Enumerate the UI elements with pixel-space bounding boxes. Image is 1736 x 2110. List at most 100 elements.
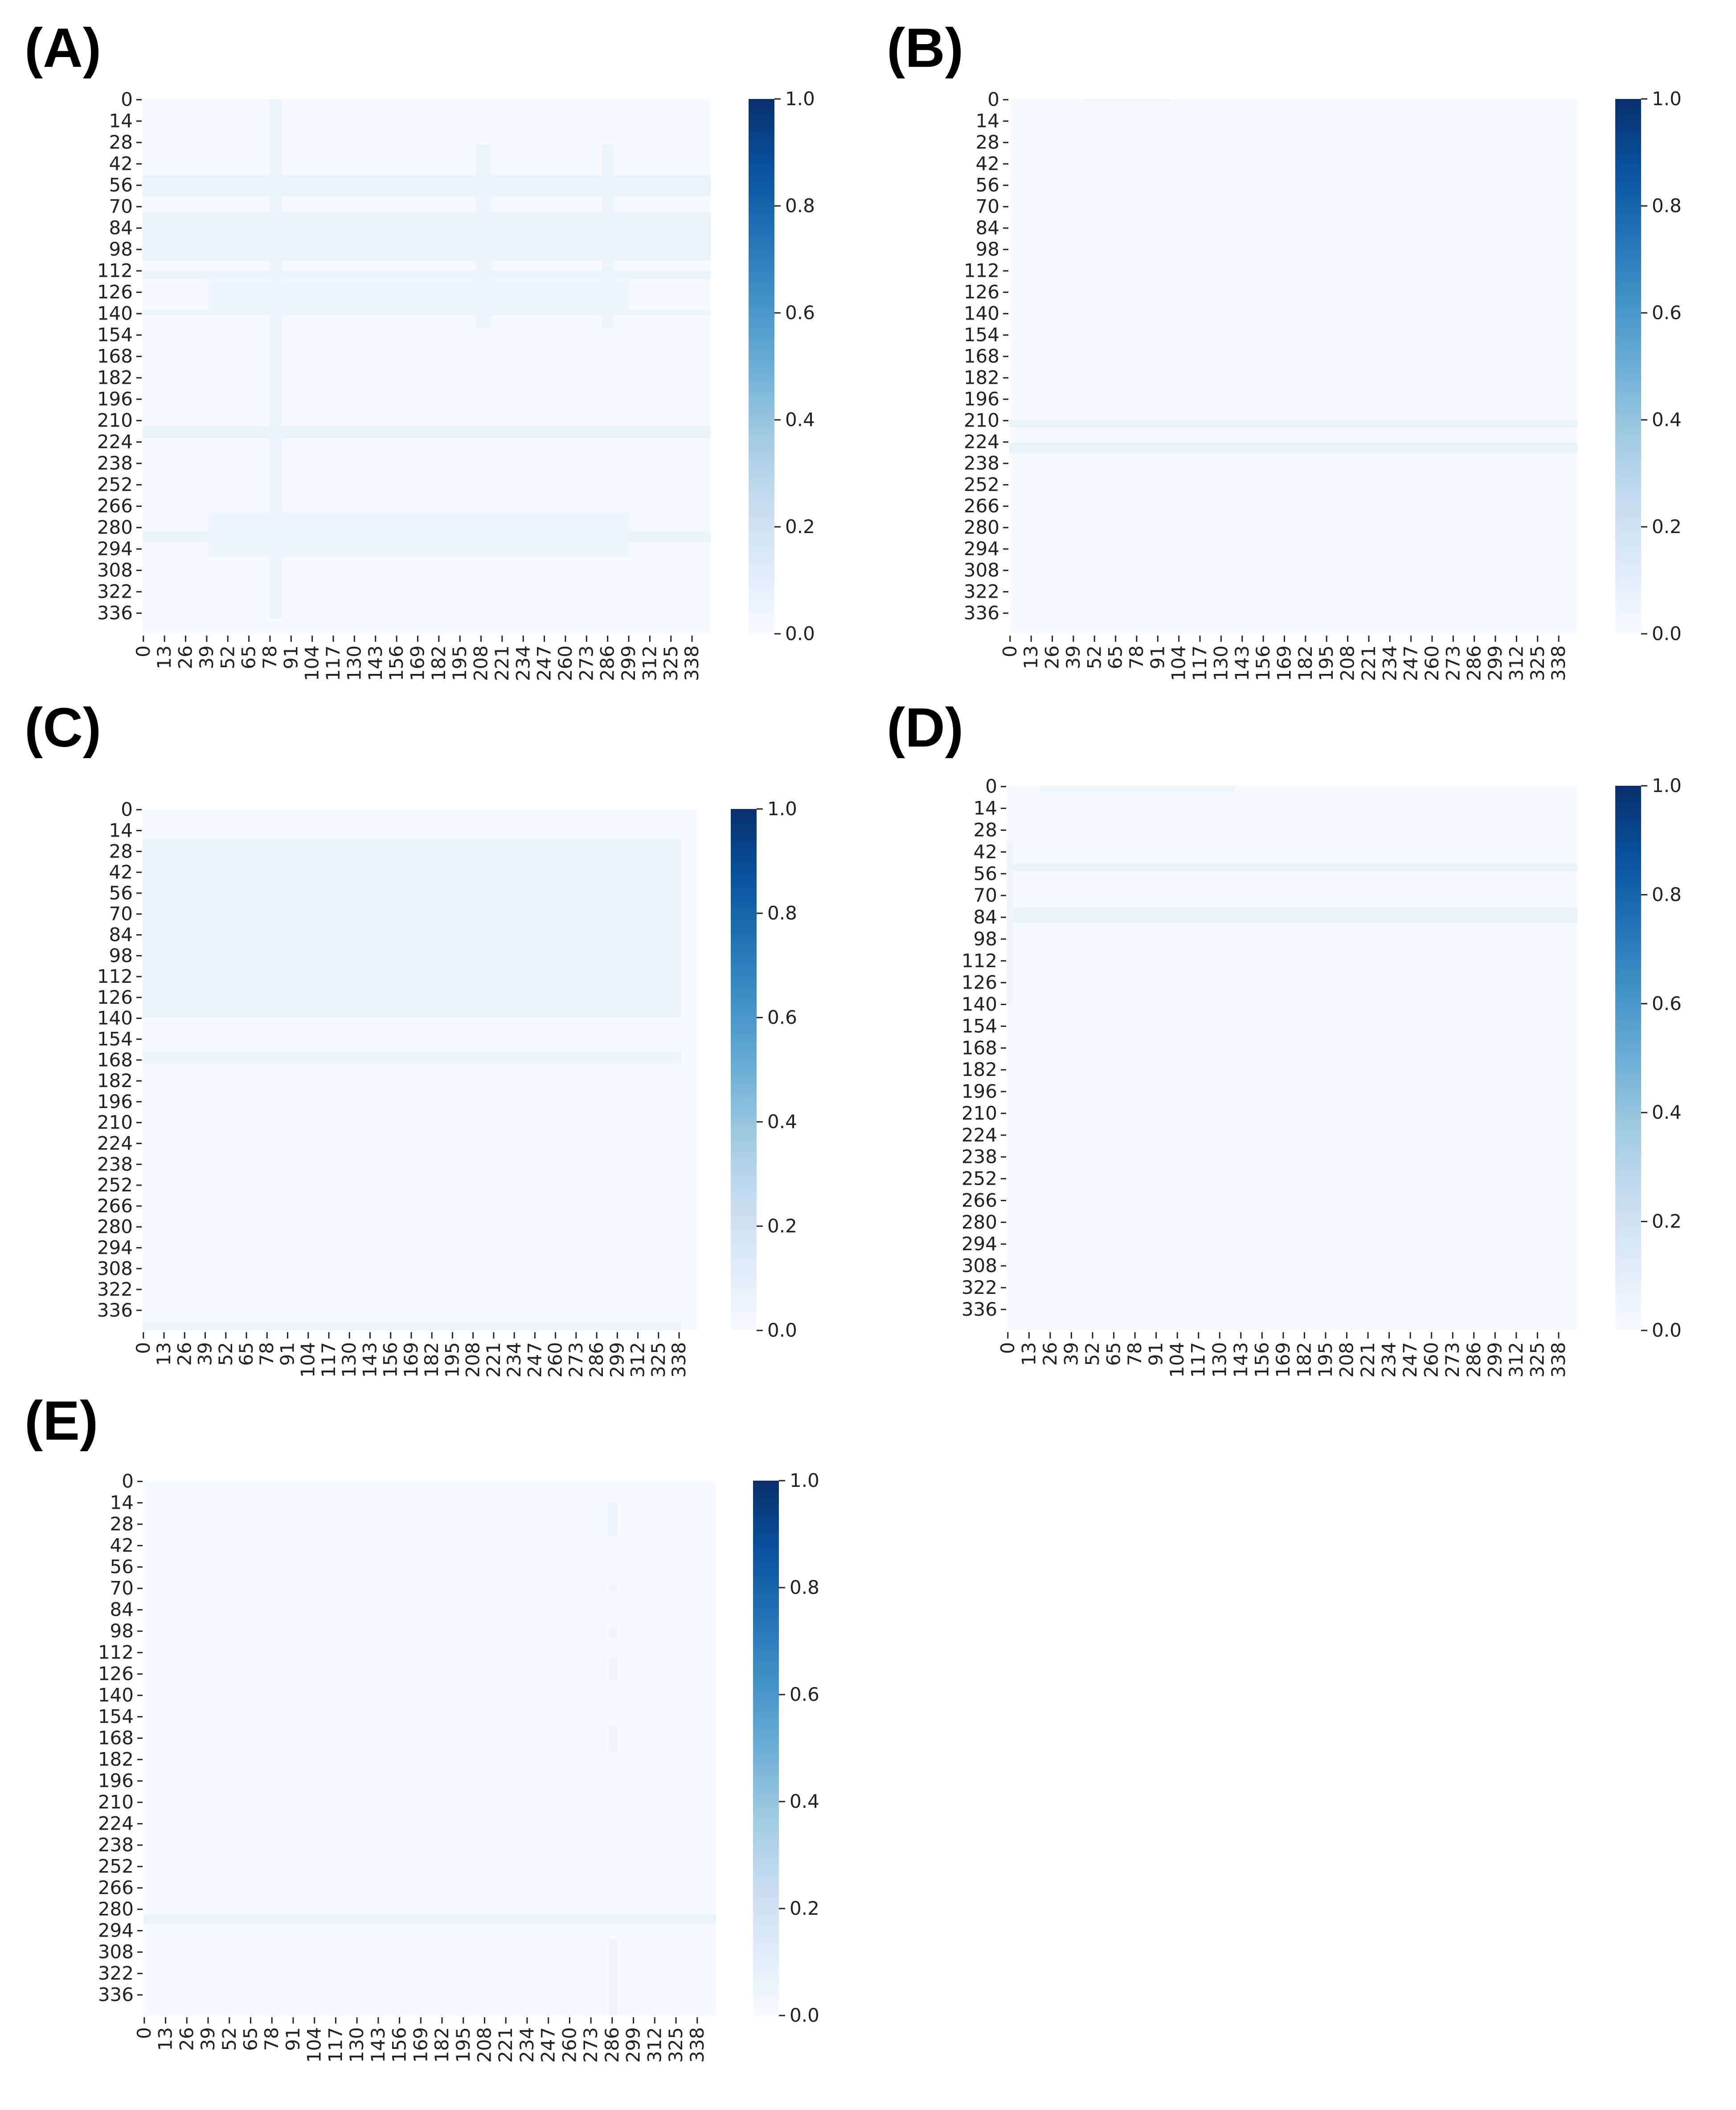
y-tick-label: 308: [962, 1255, 997, 1277]
y-tick-label: 182: [964, 367, 999, 389]
heatmap-cell-band: [207, 279, 630, 310]
x-tick-label: 143: [367, 2027, 389, 2063]
x-tick-label: 169: [1273, 645, 1295, 681]
x-tick-label: 91: [1145, 1342, 1167, 1366]
x-tick-label: 286: [1463, 1342, 1485, 1378]
colorbar-tick-label: 0.2: [1652, 516, 1682, 538]
x-tick-label: 13: [1020, 645, 1042, 669]
y-tick-label: 168: [97, 345, 133, 367]
x-tick-label: 312: [643, 2027, 665, 2063]
y-tick-label: 252: [98, 1855, 134, 1877]
colorbar-tick-label: 0.4: [790, 1790, 819, 1812]
y-tick-label: 210: [98, 1791, 134, 1813]
x-tick-label: 273: [580, 2027, 602, 2063]
y-tick-label: 42: [109, 861, 133, 883]
y-tick-label: 182: [98, 1749, 134, 1770]
y-tick-label: 224: [962, 1124, 997, 1146]
x-tick-label: 338: [686, 2027, 708, 2063]
colorbar-tick-label: 0.6: [767, 1006, 797, 1028]
y-tick-label: 182: [962, 1059, 997, 1080]
y-tick-label: 252: [97, 474, 133, 496]
heatmap-panel-4: (D)0142842567084981121261401541681821962…: [887, 697, 1682, 1378]
x-tick-label: 143: [1230, 1342, 1252, 1378]
y-tick-label: 28: [974, 819, 997, 841]
x-tick-label: 91: [280, 645, 302, 669]
x-tick-label: 104: [1166, 1342, 1188, 1378]
y-tick-label: 210: [97, 410, 133, 431]
colorbar-tick-label: 1.0: [1652, 775, 1682, 796]
y-tick-label: 84: [110, 1599, 134, 1621]
x-tick-label: 130: [1210, 645, 1232, 681]
x-tick-label: 26: [1039, 1342, 1061, 1366]
y-tick-label: 154: [97, 1028, 133, 1050]
y-tick-label: 224: [964, 431, 999, 453]
heatmap-panel-5: (E)0142842567084981121261401541681821962…: [25, 1390, 819, 2063]
x-tick-label: 208: [1337, 645, 1359, 681]
heatmap-cell-band: [1007, 863, 1577, 872]
y-tick-label: 0: [122, 1470, 134, 1492]
heatmap-cell-band: [1007, 907, 1577, 923]
y-tick-label: 84: [109, 924, 133, 945]
colorbar-tick-label: 0.6: [785, 302, 815, 324]
y-tick-label: 168: [962, 1037, 997, 1059]
x-tick-label: 143: [364, 645, 386, 681]
y-tick-label: 70: [976, 196, 999, 218]
y-tick-label: 322: [97, 1278, 133, 1300]
y-tick-label: 28: [110, 1513, 134, 1535]
y-tick-label: 70: [110, 1577, 134, 1599]
x-tick-label: 65: [239, 2027, 261, 2051]
y-tick-label: 238: [97, 452, 133, 474]
colorbar-tick-label: 0.2: [790, 1897, 819, 1919]
y-tick-label: 182: [97, 1070, 133, 1092]
x-tick-label: 104: [303, 2027, 325, 2063]
y-tick-label: 98: [109, 944, 133, 966]
heatmap-cell-band: [1040, 786, 1235, 792]
y-tick-label: 238: [962, 1146, 997, 1168]
colorbar-tick-label: 0.8: [767, 902, 797, 924]
x-tick-label: 130: [1208, 1342, 1230, 1378]
x-tick-label: 338: [681, 645, 703, 681]
y-tick-label: 112: [98, 1642, 134, 1663]
x-tick-label: 65: [1103, 1342, 1125, 1366]
colorbar-tick-label: 0.0: [767, 1319, 797, 1341]
colorbar-tick-label: 0.6: [1652, 993, 1682, 1014]
colorbar-tick-label: 0.0: [785, 623, 815, 644]
x-tick-label: 195: [1314, 1342, 1336, 1378]
y-tick-label: 154: [962, 1015, 997, 1037]
y-tick-label: 112: [97, 260, 133, 282]
x-tick-label: 299: [1484, 1342, 1506, 1378]
y-tick-label: 336: [962, 1298, 997, 1320]
x-tick-label: 273: [1442, 645, 1464, 681]
colorbar-tick-label: 0.0: [1652, 623, 1682, 644]
heatmap-cell-band: [143, 426, 711, 439]
x-tick-label: 195: [441, 1342, 463, 1378]
y-tick-label: 56: [109, 174, 133, 196]
y-tick-label: 84: [974, 906, 997, 928]
x-tick-label: 182: [1293, 1342, 1315, 1378]
y-tick-label: 14: [974, 797, 997, 819]
y-tick-label: 196: [97, 1091, 133, 1112]
x-tick-label: 39: [196, 645, 217, 669]
colorbar-tick-label: 1.0: [790, 1470, 819, 1491]
x-tick-label: 234: [516, 2027, 538, 2063]
x-tick-label: 221: [491, 645, 513, 681]
heatmap-cell-band: [143, 270, 711, 279]
x-tick-label: 156: [385, 645, 407, 681]
x-tick-label: 338: [1548, 645, 1569, 681]
y-tick-label: 84: [109, 217, 133, 239]
y-tick-label: 126: [962, 972, 997, 993]
x-tick-label: 247: [524, 1342, 545, 1378]
x-tick-label: 221: [1358, 645, 1380, 681]
x-tick-label: 325: [647, 1342, 669, 1378]
colorbar-tick-label: 0.2: [1652, 1211, 1682, 1232]
y-tick-label: 252: [97, 1174, 133, 1196]
y-tick-label: 70: [974, 884, 997, 906]
y-tick-label: 294: [97, 1236, 133, 1258]
x-tick-label: 286: [597, 645, 618, 681]
y-tick-label: 224: [98, 1813, 134, 1835]
y-tick-label: 112: [964, 260, 999, 282]
y-tick-label: 140: [97, 1007, 133, 1029]
x-tick-label: 13: [153, 645, 175, 669]
colorbar-tick-label: 0.8: [785, 195, 815, 217]
x-tick-label: 156: [1252, 645, 1274, 681]
